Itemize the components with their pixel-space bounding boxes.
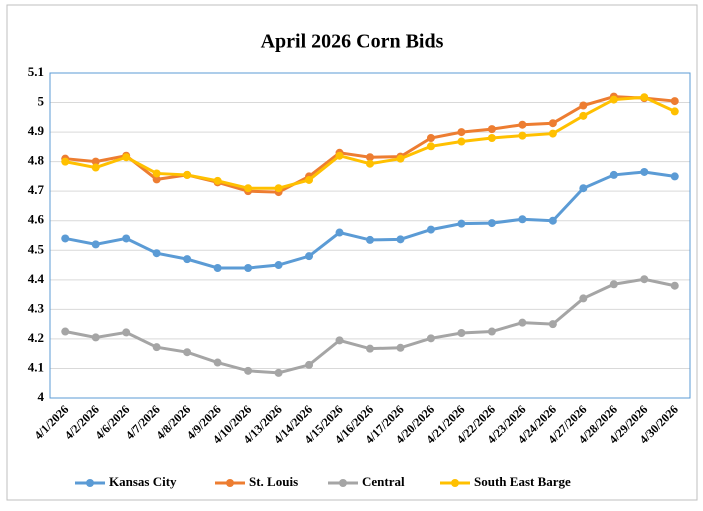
- data-point: [426, 134, 435, 142]
- data-point: [518, 318, 527, 327]
- data-point: [366, 159, 374, 168]
- data-point: [396, 343, 405, 352]
- data-point: [487, 327, 496, 336]
- legend-marker: [451, 479, 459, 487]
- data-point: [518, 120, 527, 129]
- data-point: [396, 154, 405, 163]
- legend-label: Kansas City: [109, 474, 177, 489]
- y-tick-label: 4.9: [28, 123, 45, 138]
- data-point: [183, 255, 192, 264]
- data-point: [670, 172, 679, 181]
- data-point: [579, 294, 588, 303]
- y-tick-label: 4.1: [28, 359, 44, 374]
- y-tick-label: 4: [38, 389, 45, 404]
- data-point: [457, 128, 466, 137]
- y-tick-label: 4.8: [28, 153, 45, 168]
- data-point: [91, 240, 100, 249]
- data-point: [609, 95, 618, 104]
- data-point: [335, 228, 344, 237]
- data-point: [670, 97, 679, 106]
- data-point: [487, 134, 496, 142]
- y-tick-label: 4.2: [28, 330, 44, 345]
- data-point: [91, 333, 100, 342]
- y-tick-label: 5: [38, 94, 45, 109]
- data-point: [213, 358, 222, 367]
- data-point: [61, 157, 70, 166]
- data-point: [213, 176, 222, 185]
- data-point: [213, 264, 222, 272]
- data-point: [152, 169, 161, 178]
- data-point: [670, 281, 679, 290]
- data-point: [152, 343, 161, 352]
- data-point: [305, 252, 314, 261]
- data-point: [640, 275, 649, 284]
- data-point: [518, 215, 527, 224]
- data-point: [457, 329, 466, 337]
- data-point: [457, 137, 466, 146]
- legend-label: St. Louis: [249, 474, 298, 489]
- data-point: [122, 234, 131, 243]
- chart-title: April 2026 Corn Bids: [261, 31, 444, 53]
- data-point: [366, 235, 374, 244]
- data-point: [579, 184, 588, 193]
- data-point: [61, 234, 70, 243]
- data-point: [152, 175, 161, 184]
- data-point: [579, 101, 588, 110]
- y-tick-label: 4.7: [28, 182, 45, 197]
- data-point: [335, 151, 344, 160]
- data-point: [122, 153, 131, 162]
- chart-frame: [6, 4, 698, 501]
- data-point: [640, 93, 649, 102]
- data-point: [487, 125, 496, 134]
- data-point: [305, 360, 314, 369]
- y-tick-label: 4.6: [28, 212, 45, 227]
- data-point: [366, 153, 374, 162]
- data-point: [518, 131, 527, 140]
- data-point: [609, 170, 618, 179]
- data-point: [91, 163, 100, 172]
- data-point: [274, 368, 283, 377]
- legend-marker: [339, 479, 347, 487]
- data-point: [244, 264, 253, 272]
- data-point: [548, 320, 557, 329]
- data-point: [609, 280, 618, 289]
- y-tick-label: 4.5: [28, 241, 45, 256]
- data-point: [122, 328, 131, 337]
- data-point: [426, 334, 435, 343]
- data-point: [548, 216, 557, 225]
- data-point: [61, 327, 70, 336]
- y-tick-label: 4.3: [28, 300, 45, 315]
- data-point: [548, 129, 557, 138]
- data-point: [426, 142, 435, 151]
- data-point: [579, 111, 588, 120]
- data-point: [335, 336, 344, 345]
- y-tick-label: 5.1: [28, 64, 44, 79]
- data-point: [670, 107, 679, 116]
- legend-marker: [226, 479, 234, 487]
- data-point: [183, 348, 192, 357]
- data-point: [426, 225, 435, 234]
- data-point: [244, 184, 253, 193]
- data-point: [274, 261, 283, 270]
- data-point: [640, 167, 649, 176]
- data-point: [457, 219, 466, 228]
- legend-marker: [86, 479, 94, 487]
- data-point: [305, 175, 314, 184]
- y-tick-label: 4.4: [28, 271, 45, 286]
- legend-label: Central: [362, 474, 405, 489]
- data-point: [548, 119, 557, 128]
- data-point: [244, 366, 253, 375]
- data-point: [366, 344, 374, 353]
- data-point: [396, 235, 405, 244]
- data-point: [274, 184, 283, 193]
- data-point: [152, 249, 161, 258]
- data-point: [91, 157, 100, 166]
- plot-frame: [49, 72, 691, 399]
- legend-label: South East Barge: [474, 474, 571, 489]
- data-point: [487, 219, 496, 228]
- data-point: [183, 170, 192, 179]
